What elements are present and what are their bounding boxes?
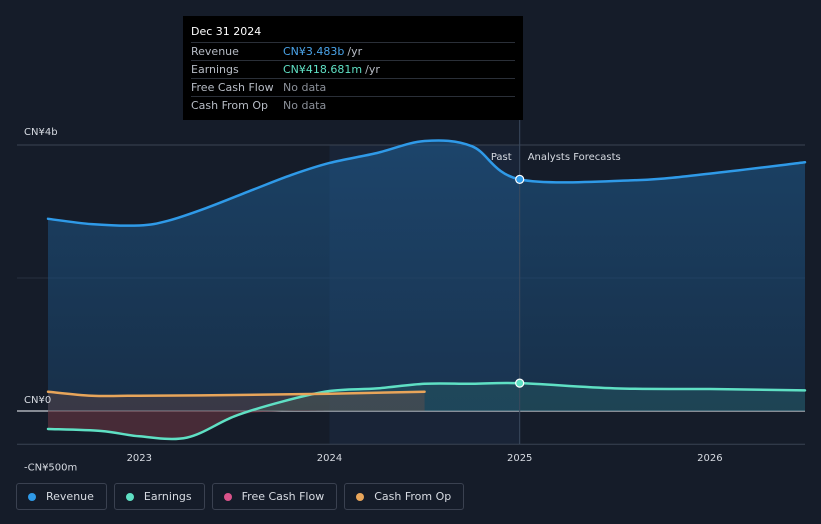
tooltip-value: CN¥3.483b/yr — [283, 45, 363, 58]
tooltip-label: Revenue — [191, 45, 239, 58]
y-tick-label: CN¥0 — [24, 395, 51, 406]
y-tick-label: CN¥4b — [24, 127, 58, 138]
revenue-dot-icon — [28, 492, 36, 501]
y-axis-labels: CN¥4b CN¥0 -CN¥500m — [24, 127, 77, 473]
revenue-point — [515, 174, 525, 184]
x-axis-labels: 2023 2024 2025 2026 — [127, 453, 723, 464]
tooltip-row-revenue: Revenue CN¥3.483b/yr — [191, 42, 515, 60]
legend-label: Free Cash Flow — [241, 490, 325, 503]
legend-item-earnings[interactable]: Earnings — [113, 483, 205, 510]
legend-label: Cash From Op — [374, 490, 452, 503]
cash-from-op-dot-icon — [356, 492, 365, 501]
earnings-dot-icon — [125, 492, 134, 501]
tooltip-value: No data — [283, 99, 327, 112]
forecast-label: Analysts Forecasts — [528, 152, 621, 163]
x-tick-label: 2024 — [317, 453, 342, 464]
legend-label: Revenue — [46, 490, 94, 503]
tooltip-row-earnings: Earnings CN¥418.681m/yr — [191, 60, 515, 78]
x-tick-label: 2023 — [127, 453, 152, 464]
revenue-area — [48, 140, 805, 412]
legend: Revenue Earnings Free Cash Flow Cash Fro… — [16, 483, 465, 510]
series-points — [515, 174, 525, 388]
tooltip: Dec 31 2024 Revenue CN¥3.483b/yr Earning… — [183, 16, 523, 120]
series-areas — [48, 140, 805, 439]
legend-label: Earnings — [143, 490, 192, 503]
legend-item-cash-from-op[interactable]: Cash From Op — [344, 483, 465, 510]
tooltip-date: Dec 31 2024 — [191, 25, 262, 38]
tooltip-label: Earnings — [191, 63, 239, 76]
earnings-area — [48, 382, 805, 439]
legend-item-free-cash-flow[interactable]: Free Cash Flow — [211, 483, 338, 510]
earnings-line — [46, 381, 807, 441]
tooltip-value: No data — [283, 81, 327, 94]
free-cash-flow-dot-icon — [223, 492, 232, 501]
revenue-line — [46, 139, 807, 227]
earnings-point — [515, 378, 525, 388]
y-tick-label: -CN¥500m — [24, 462, 77, 473]
series-lines — [46, 139, 807, 441]
tooltip-row-free-cash-flow: Free Cash Flow No data — [191, 78, 515, 96]
past-label: Past — [491, 152, 512, 163]
tooltip-value: CN¥418.681m/yr — [283, 63, 380, 76]
x-tick-label: 2026 — [697, 453, 722, 464]
earnings-negative-fill — [48, 410, 330, 439]
tooltip-label: Cash From Op — [191, 99, 269, 112]
x-tick-label: 2025 — [507, 453, 532, 464]
tooltip-row-cash-from-op: Cash From Op No data — [191, 96, 515, 114]
cash-from-op-line — [46, 390, 426, 398]
tooltip-label: Free Cash Flow — [191, 81, 274, 94]
legend-item-revenue[interactable]: Revenue — [16, 483, 107, 510]
